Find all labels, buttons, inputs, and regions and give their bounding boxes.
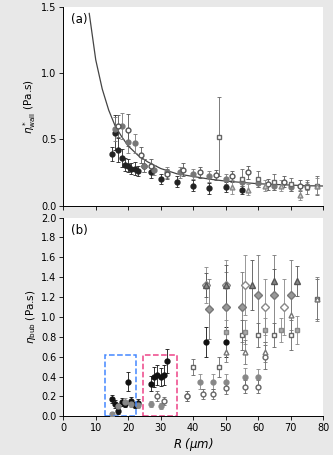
X-axis label: $R$ ($\mu$m): $R$ ($\mu$m) [173, 436, 213, 453]
Bar [106, 355, 136, 416]
Text: (a): (a) [71, 13, 88, 26]
Text: (b): (b) [71, 223, 88, 237]
Y-axis label: $\eta^*_{\mathrm{wall}}$ (Pa.s): $\eta^*_{\mathrm{wall}}$ (Pa.s) [21, 79, 38, 134]
Y-axis label: $\eta_{\mathrm{bub}}$ (Pa.s): $\eta_{\mathrm{bub}}$ (Pa.s) [24, 290, 38, 344]
Bar [143, 355, 177, 416]
